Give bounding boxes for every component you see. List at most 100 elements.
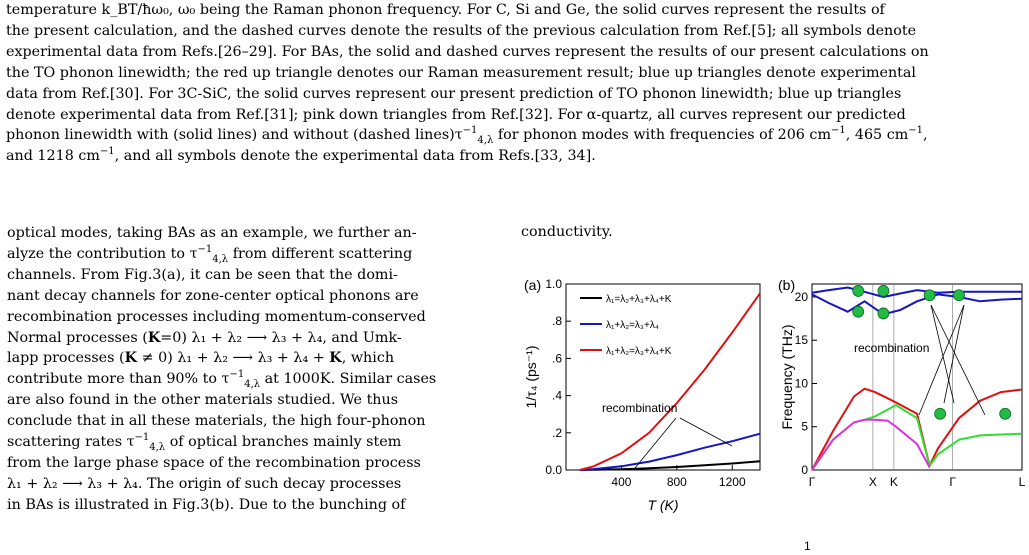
superscript: −1 (134, 432, 150, 444)
panel-b-label: (b) (778, 277, 795, 293)
bold-symbol: K (124, 350, 138, 367)
panel-b-series (811, 286, 1023, 471)
caption-text: phonon linewidth with (solid lines) and … (6, 127, 463, 144)
body-text: , which (341, 350, 395, 367)
subscript: 4,λ (149, 441, 166, 453)
figure-svg: (a) 0.0.2.4.6.81.0 400 800 1200 1/τ₄ (ps⁻¹… (523, 277, 1026, 553)
panel-a-x-ticks: 400 800 1200 (611, 465, 746, 489)
x-tick-label: Γ (949, 475, 956, 489)
bold-symbol: K (329, 350, 342, 367)
phonon-dot (999, 407, 1012, 420)
subscript: 4,λ (244, 379, 261, 391)
body-text: contribute more than 90% to τ (7, 371, 230, 388)
caption-line: experimental data from Refs.[26–29]. For… (6, 43, 929, 60)
body-line: λ₁ + λ₂ ⟶ λ₃ + λ₄. The origin of such de… (7, 475, 402, 492)
caption-text: for phonon modes with frequencies of 206… (497, 127, 832, 144)
series-line (579, 432, 761, 471)
panel-a-annotation: recombination (602, 401, 677, 415)
caption-text: , and all symbols denote the experimenta… (114, 148, 596, 165)
caption-line: denote experimental data from Ref.[31]; … (6, 106, 906, 123)
caption-text: , (923, 127, 928, 144)
x-tick-label: Γ (809, 475, 816, 489)
caption-line: the present calculation, and the dashed … (6, 22, 917, 39)
body-text: at 1000K. Similar cases (264, 371, 437, 388)
y-tick-label: 0 (801, 463, 808, 477)
phonon-dot (852, 305, 865, 318)
superscript: −1 (197, 244, 213, 256)
arrow-line (918, 304, 965, 416)
body-text: of optical branches mainly stem (169, 434, 402, 451)
legend-label: λ₁+λ₂=λ₃+λ₄ (606, 320, 659, 331)
arrow-line (930, 304, 986, 416)
body-line: lapp processes (K ≠ 0) λ₁ + λ₂ ⟶ λ₃ + λ₄… (7, 348, 499, 369)
caption-line: the TO phonon linewidth; the red up tria… (6, 64, 917, 81)
subscript: 4,λ (477, 135, 494, 147)
body-line: scattering rates τ−14,λ of optical branc… (7, 432, 499, 453)
series-line (579, 292, 761, 471)
body-line: nant decay channels for zone-center opti… (7, 287, 419, 304)
y-tick-label: 5 (801, 420, 808, 434)
caption-line: and 1218 cm−1, and all symbols denote th… (6, 146, 1024, 167)
body-line: recombination processes including moment… (7, 308, 426, 325)
body-text-left-column: optical modes, taking BAs as an example,… (7, 223, 499, 516)
body-line: are also found in the other materials st… (7, 392, 399, 409)
x-tick-label: L (1019, 475, 1025, 489)
panel-a-series (579, 292, 761, 471)
caption-line: phonon linewidth with (solid lines) and … (6, 125, 1024, 146)
bottom-fragment: 1 (804, 539, 811, 551)
caption-text: , 465 cm (845, 127, 909, 144)
phonon-dot (934, 407, 947, 420)
phonon-dot (852, 285, 865, 297)
series-line (579, 460, 761, 471)
y-tick-label: 20 (795, 290, 809, 304)
phonon-dot (877, 285, 890, 297)
y-tick-label: .6 (552, 351, 562, 365)
figure-caption: temperature k_BT/ħω₀, ω₀ being the Raman… (6, 0, 1024, 167)
body-text: Normal processes ( (7, 329, 148, 346)
y-tick-label: .2 (552, 426, 562, 440)
body-line: contribute more than 90% to τ−14,λ at 10… (7, 369, 499, 390)
body-text: from different scattering (232, 245, 413, 262)
panel-a-frame (565, 283, 761, 471)
legend-label: λ₁=λ₂+λ₃+λ₄+K (606, 294, 672, 305)
annotation-arrow (679, 417, 733, 447)
bold-symbol: K (147, 329, 161, 346)
panel-a-x-axis-label: T (K) (647, 497, 678, 513)
band-line (811, 418, 931, 471)
y-tick-label: .4 (552, 389, 562, 403)
x-tick-label: 1200 (719, 475, 746, 489)
x-tick-label: 800 (667, 475, 687, 489)
legend-label: λ₁+λ₂=λ₃+λ₄+K (606, 346, 672, 357)
x-tick-label: X (869, 475, 877, 489)
body-line: Normal processes (K=0) λ₁ + λ₂ ⟶ λ₃ + λ₄… (7, 328, 499, 349)
band-line (811, 286, 1022, 299)
body-line: from the large phase space of the recomb… (7, 454, 421, 471)
panel-a-y-axis-label: 1/τ₄ (ps⁻¹) (523, 346, 539, 409)
superscript: −1 (462, 125, 478, 137)
panel-b-arrows (918, 304, 986, 416)
body-text: scattering rates τ (7, 434, 135, 451)
superscript: −1 (99, 146, 115, 158)
annotation-arrow (634, 417, 677, 469)
body-line: in BAs is illustrated in Fig.3(b). Due t… (7, 496, 406, 513)
y-tick-label: 10 (795, 376, 809, 390)
panel-b-y-axis-label: Frequency (THz) (779, 324, 795, 429)
y-tick-label: 1.0 (545, 277, 562, 291)
body-text: ≠ 0) λ₁ + λ₂ ⟶ λ₃ + λ₄ + (137, 350, 330, 367)
panel-b-phonon-dots (852, 285, 1012, 420)
body-line: alyze the contribution to τ−14,λ from di… (7, 244, 499, 265)
x-tick-label: K (890, 475, 898, 489)
y-tick-label: 15 (795, 333, 809, 347)
y-tick-label: .8 (552, 314, 562, 328)
body-line: optical modes, taking BAs as an example,… (7, 225, 417, 241)
panel-a-y-ticks: 0.0 .2 .4 .6 .8 1.0 (545, 277, 571, 477)
arrow-line (943, 304, 965, 404)
figure-3: (a) 0.0.2.4.6.8 1.0 400 800 1200 1/τ₄ (ps⁻¹… (520, 270, 1026, 553)
panel-b-annotation: recombination (854, 341, 929, 355)
body-text: alyze the contribution to τ (7, 245, 198, 262)
panel-b-frame (811, 283, 1023, 471)
band-line (811, 293, 1023, 316)
superscript: −1 (908, 125, 924, 137)
caption-text: and 1218 cm (6, 148, 100, 165)
